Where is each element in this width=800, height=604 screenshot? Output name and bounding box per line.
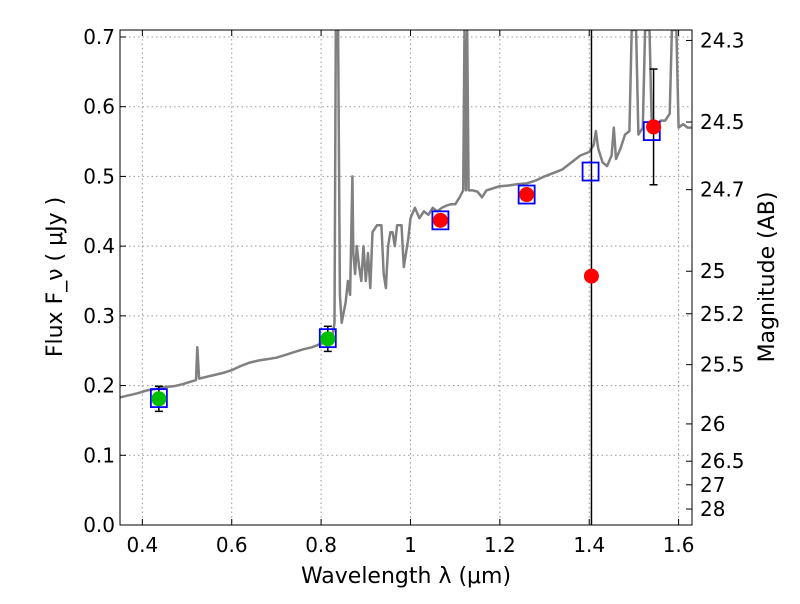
magnitude-tick-label: 25.5 — [700, 353, 745, 377]
green-detection-marker — [320, 331, 336, 347]
model-photometry-box — [149, 388, 168, 409]
x-axis-ticks: 0.4 0.6 0.8 1 1.2 1.4 1.6 — [126, 30, 695, 557]
magnitude-tick-label: 26.5 — [700, 449, 745, 473]
y-tick-label: 0.1 — [83, 443, 115, 467]
green-detection-marker — [151, 391, 167, 407]
model-spectrum-line — [120, 30, 692, 399]
marker-layer — [151, 119, 662, 407]
x-axis-label: Wavelength λ (μm) — [301, 564, 511, 589]
y-tick-label: 0.6 — [83, 95, 115, 119]
x-tick-label: 1.6 — [663, 533, 695, 557]
magnitude-tick-label: 28 — [700, 497, 725, 521]
x-tick-label: 1 — [404, 533, 417, 557]
spectrum-layer — [120, 30, 692, 399]
grid-layer — [120, 30, 692, 526]
magnitude-tick-label: 24.7 — [700, 178, 745, 202]
magnitude-tick-label: 25 — [700, 259, 725, 283]
y-tick-label: 0.7 — [83, 25, 115, 49]
plot-frame — [119, 29, 693, 526]
magnitude-tick-label: 27 — [700, 473, 725, 497]
model-photometry-box — [431, 210, 450, 231]
red-detection-marker — [519, 187, 535, 203]
red-detection-marker — [432, 212, 448, 228]
y-tick-label: 0.2 — [83, 374, 115, 398]
model-photometry-box — [318, 328, 337, 349]
magnitude-tick-label: 24.3 — [700, 28, 745, 52]
y-axis-label: Flux F_ν ( μJy ) — [43, 197, 68, 357]
y-tick-label: 0.4 — [83, 234, 115, 258]
red-detection-marker — [583, 268, 599, 284]
magnitude-tick-label: 25.2 — [700, 302, 745, 326]
x-tick-label: 0.6 — [216, 533, 248, 557]
x-tick-label: 1.2 — [484, 533, 516, 557]
x-tick-label: 0.8 — [305, 533, 337, 557]
magnitude-tick-label: 24.5 — [700, 110, 745, 134]
y-axis-ticks: 0.0 0.1 0.2 0.3 0.4 0.5 0.6 0.7 — [83, 25, 126, 537]
errorbar-layer — [154, 68, 658, 413]
magnitude-axis-label: Magnitude (AB) — [755, 192, 780, 363]
model-photometry-box — [517, 184, 536, 205]
y-tick-label: 0.3 — [83, 304, 115, 328]
y-tick-label: 0.0 — [83, 513, 115, 537]
magnitude-tick-label: 26 — [700, 412, 725, 436]
model-photometry-box — [581, 161, 600, 182]
x-tick-label: 1.4 — [573, 533, 605, 557]
y-tick-label: 0.5 — [83, 164, 115, 188]
red-detection-marker — [646, 119, 662, 135]
x-tick-label: 0.4 — [126, 533, 158, 557]
